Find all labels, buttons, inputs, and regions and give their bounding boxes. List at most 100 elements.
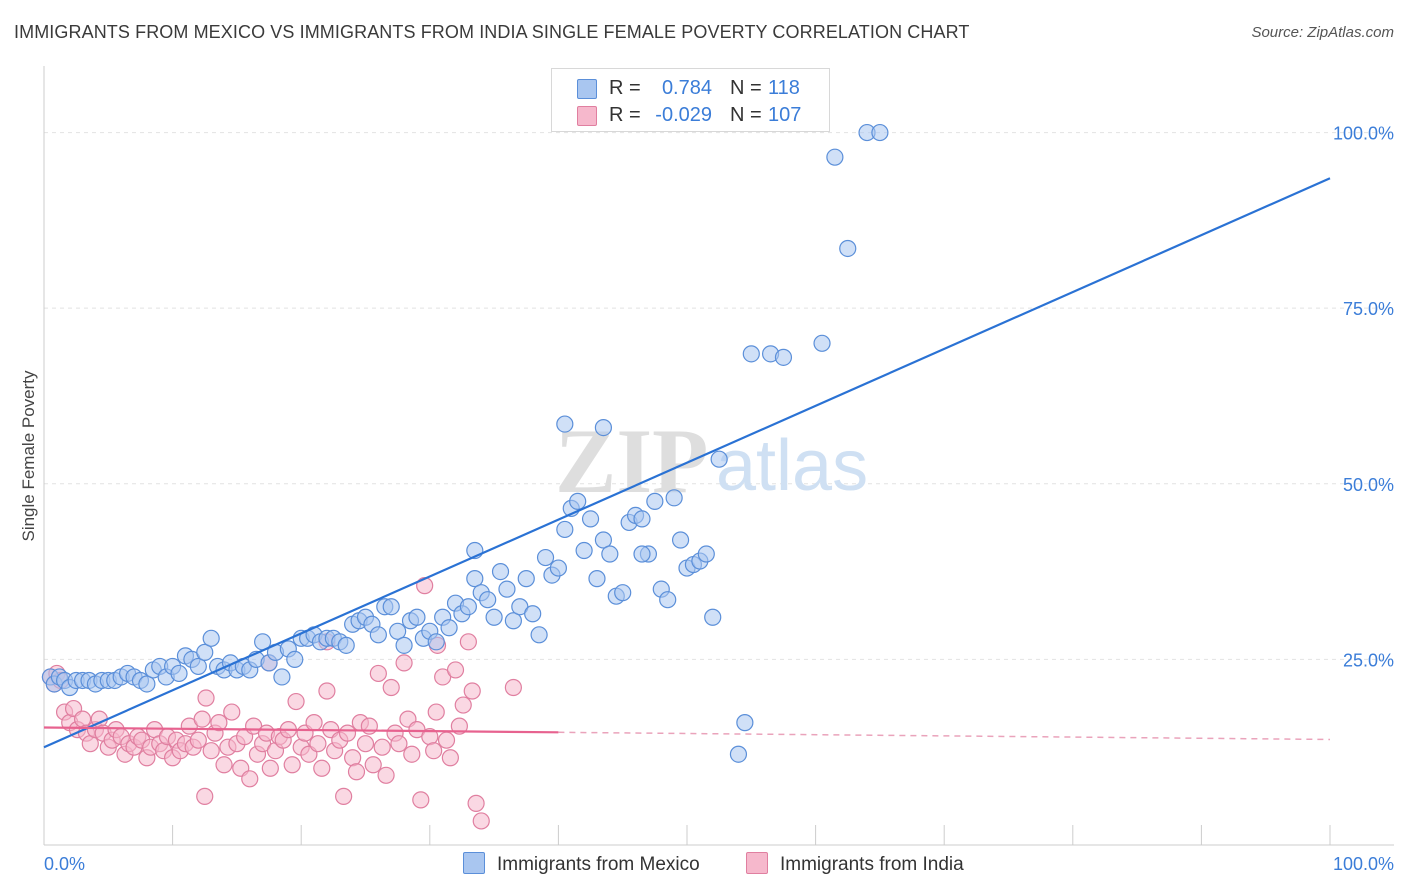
mexico-point	[601, 545, 619, 563]
mexico-point	[813, 334, 831, 352]
india-point	[305, 714, 323, 732]
mexico-point	[273, 668, 291, 686]
mexico-point	[408, 608, 426, 626]
mexico-point	[517, 570, 535, 588]
india-point	[196, 787, 214, 805]
series-mexico-points	[41, 123, 889, 763]
india-point	[441, 749, 459, 767]
mexico-point	[569, 492, 587, 510]
mexico-point	[202, 629, 220, 647]
y-tick-labels: 100.0% 75.0% 50.0% 25.0%	[1333, 124, 1394, 671]
india-point	[210, 714, 228, 732]
bottom-legend-label-india: Immigrants from India	[780, 854, 964, 875]
india-point	[427, 703, 445, 721]
india-point	[356, 735, 375, 753]
mexico-point	[189, 657, 207, 676]
trend-lines	[43, 177, 1331, 749]
correlation-legend: R = 0.784 N = 118 R = -0.029 N = 107	[551, 68, 830, 132]
mexico-point	[479, 591, 497, 609]
india-point	[347, 763, 366, 781]
mexico-point	[704, 608, 722, 626]
legend-r-label: R =	[609, 77, 641, 99]
mexico-point	[665, 489, 683, 507]
mexico-trend-line	[43, 177, 1331, 749]
mexico-point	[581, 510, 600, 528]
mexico-point	[524, 605, 542, 623]
mexico-point	[871, 123, 889, 142]
legend-r-label: R =	[609, 104, 641, 126]
mexico-point	[633, 545, 651, 563]
india-point	[283, 756, 301, 774]
mexico-point	[549, 559, 568, 577]
mexico-point	[382, 598, 400, 616]
mexico-point	[196, 643, 214, 661]
india-point	[73, 710, 92, 728]
mexico-point	[659, 591, 677, 609]
legend-swatch-india	[577, 106, 597, 126]
india-point	[373, 738, 391, 756]
mexico-point	[337, 636, 355, 654]
mexico-point	[697, 545, 715, 563]
mexico-point	[575, 541, 593, 560]
india-point	[382, 678, 400, 697]
india-point	[412, 791, 430, 809]
india-point	[223, 703, 241, 721]
legend-row-india: R = -0.029 N = 107	[552, 101, 829, 127]
legend-r-value: -0.029	[655, 104, 712, 126]
india-point	[450, 717, 468, 735]
india-point	[360, 717, 378, 735]
india-point	[318, 682, 336, 700]
india-point	[193, 710, 211, 728]
legend-n-label: N =	[730, 104, 762, 126]
mexico-point	[389, 622, 407, 640]
india-point	[446, 661, 465, 679]
series-india-points	[41, 577, 522, 830]
india-point	[377, 766, 395, 784]
mexico-point	[138, 675, 156, 693]
legend-row-mexico: R = 0.784 N = 118	[552, 74, 829, 100]
mexico-point	[826, 148, 844, 166]
chart-source: Source: ZipAtlas.com	[1251, 24, 1394, 41]
india-point	[287, 692, 305, 711]
axes	[43, 66, 1394, 846]
mexico-point	[588, 570, 606, 588]
mexico-point	[614, 584, 632, 602]
bottom-legend-mexico: Immigrants from Mexico	[463, 852, 700, 876]
mexico-point	[556, 415, 574, 433]
mexico-point	[633, 510, 651, 528]
legend-r-value: 0.784	[661, 77, 712, 99]
india-point	[472, 812, 490, 830]
india-point	[202, 742, 220, 760]
y-axis-label: Single Female Poverty	[19, 370, 38, 542]
y-tick-label: 50.0%	[1343, 475, 1394, 495]
india-point	[215, 756, 233, 774]
india-point	[344, 749, 362, 767]
mexico-point	[729, 745, 748, 763]
india-trend-line	[43, 726, 559, 734]
india-point	[309, 735, 327, 753]
india-point	[369, 664, 387, 683]
mexico-point	[498, 580, 516, 598]
y-tick-label: 75.0%	[1343, 299, 1394, 319]
india-point	[403, 745, 421, 763]
mexico-point	[839, 239, 857, 258]
x-tick-label-max: 100.0%	[1333, 854, 1394, 874]
mexico-point	[671, 531, 690, 549]
bottom-legend-swatch-india	[746, 852, 768, 874]
india-point	[463, 682, 481, 700]
mexico-point	[530, 626, 548, 644]
gridlines	[44, 132, 1394, 660]
india-trend-line-extension	[558, 731, 1331, 741]
india-point	[189, 731, 207, 749]
chart-title: IMMIGRANTS FROM MEXICO VS IMMIGRANTS FRO…	[14, 22, 970, 42]
mexico-point	[556, 520, 574, 539]
india-point	[364, 756, 382, 774]
mexico-point	[286, 650, 304, 668]
india-point	[454, 696, 472, 714]
legend-n-value: 118	[768, 77, 800, 99]
india-point	[335, 787, 353, 805]
mexico-point	[170, 664, 188, 683]
mexico-point	[736, 714, 754, 732]
india-point	[395, 654, 413, 672]
mexico-point	[369, 626, 387, 644]
